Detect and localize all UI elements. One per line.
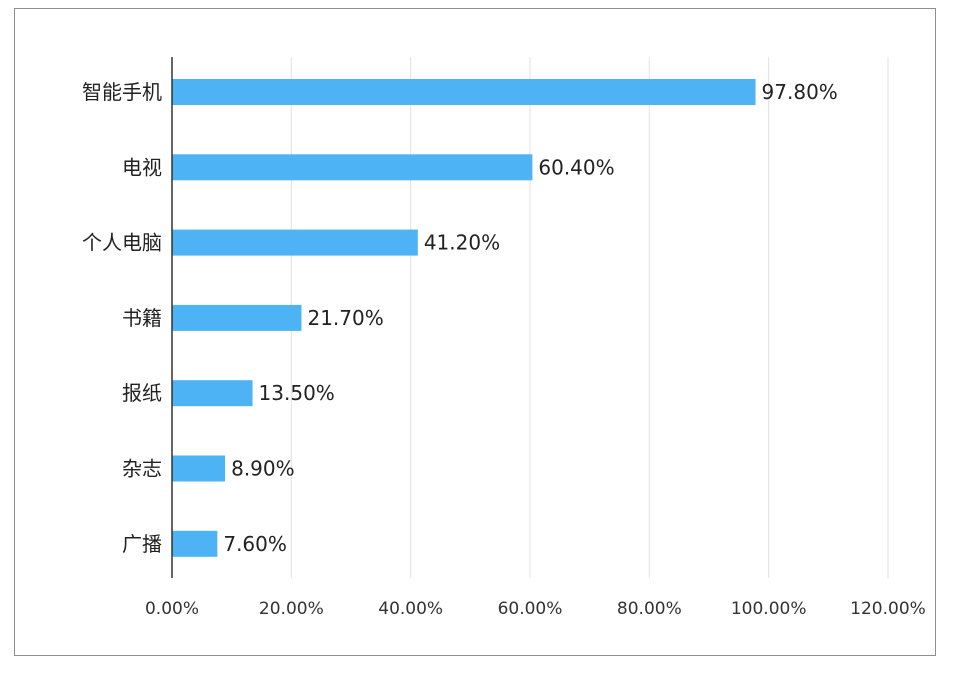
bar (172, 530, 218, 557)
x-tick-label: 80.00% (617, 599, 682, 619)
data-label: 41.20% (424, 231, 500, 255)
x-tick-label: 100.00% (731, 599, 807, 619)
category-label: 广播 (122, 532, 162, 556)
chart-frame (14, 8, 936, 656)
x-tick-label: 60.00% (498, 599, 563, 619)
bars (172, 79, 756, 557)
x-tick-label: 20.00% (259, 599, 324, 619)
x-tick-label: 0.00% (145, 599, 199, 619)
bar (172, 455, 226, 482)
data-label: 13.50% (259, 381, 335, 405)
bar (172, 154, 533, 181)
data-label: 8.90% (231, 457, 295, 481)
category-label: 书籍 (122, 306, 162, 330)
data-label: 7.60% (223, 532, 287, 556)
bar (172, 380, 253, 407)
category-label: 智能手机 (82, 80, 162, 104)
labels: 0.00% 20.00% 40.00% 60.00% 80.00% 100.00% 120.… (82, 80, 926, 619)
data-label: 21.70% (307, 306, 383, 330)
category-label: 个人电脑 (82, 231, 162, 255)
data-label: 60.40% (538, 155, 614, 179)
x-tick-label: 40.00% (378, 599, 443, 619)
bar (172, 79, 756, 105)
bar (172, 229, 418, 256)
category-label: 报纸 (122, 381, 162, 405)
bar (172, 304, 302, 331)
grid-lines (290, 57, 889, 578)
x-tick-label: 120.00% (850, 599, 926, 619)
category-label: 杂志 (122, 457, 162, 481)
data-label: 97.80% (762, 80, 838, 104)
category-label: 电视 (122, 155, 162, 179)
